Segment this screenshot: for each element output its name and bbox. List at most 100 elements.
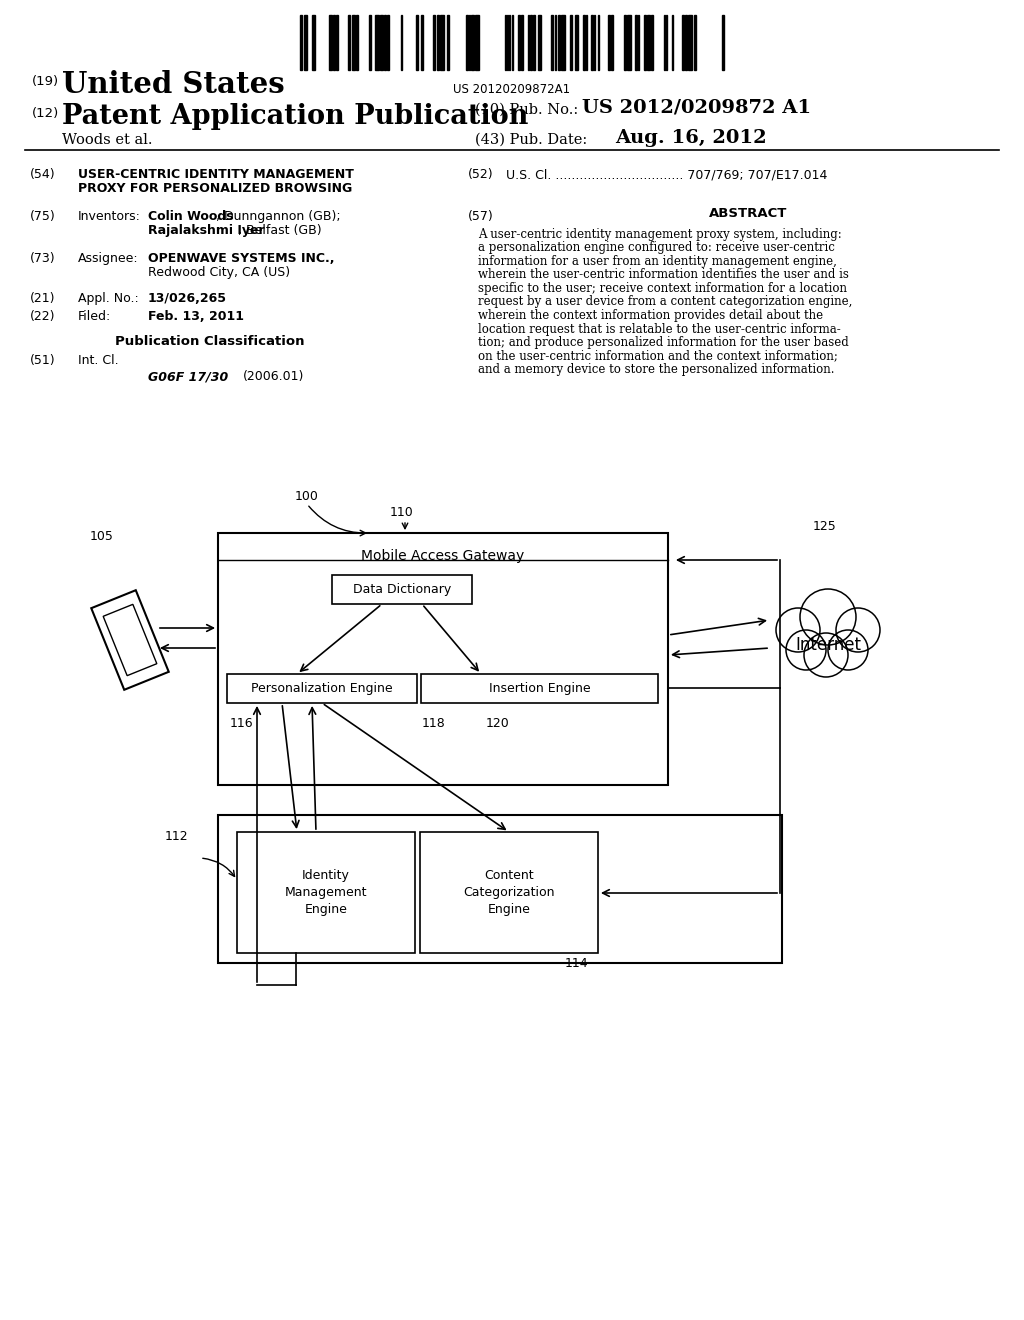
Text: Colin Woods: Colin Woods: [148, 210, 233, 223]
Text: (73): (73): [30, 252, 55, 265]
Text: (54): (54): [30, 168, 55, 181]
Text: (2006.01): (2006.01): [243, 370, 304, 383]
Bar: [627, 15, 631, 70]
Bar: [471, 15, 474, 70]
Bar: [329, 15, 332, 70]
Bar: [688, 15, 692, 70]
Bar: [647, 15, 650, 70]
Polygon shape: [91, 590, 169, 690]
Circle shape: [836, 609, 880, 652]
Bar: [384, 15, 386, 70]
Text: US 2012/0209872 A1: US 2012/0209872 A1: [582, 99, 811, 117]
Text: 125: 125: [813, 520, 837, 533]
Bar: [611, 15, 613, 70]
Text: Identity
Management
Engine: Identity Management Engine: [285, 869, 368, 916]
Bar: [608, 15, 610, 70]
Circle shape: [786, 630, 826, 671]
Bar: [694, 15, 696, 70]
Text: Personalization Engine: Personalization Engine: [251, 682, 393, 696]
Text: 13/026,265: 13/026,265: [148, 292, 227, 305]
Text: Rajalakshmi Iyer: Rajalakshmi Iyer: [148, 224, 264, 238]
Text: a personalization engine configured to: receive user-centric: a personalization engine configured to: …: [478, 242, 835, 255]
Text: G06F 17/30: G06F 17/30: [148, 370, 228, 383]
Text: 105: 105: [90, 531, 114, 543]
Bar: [218, 533, 668, 785]
Text: 116: 116: [230, 717, 254, 730]
Text: wherein the context information provides detail about the: wherein the context information provides…: [478, 309, 823, 322]
Bar: [369, 15, 371, 70]
Circle shape: [804, 634, 848, 677]
Bar: [591, 15, 593, 70]
Text: Insertion Engine: Insertion Engine: [488, 682, 590, 696]
Bar: [551, 15, 553, 70]
Circle shape: [800, 589, 856, 645]
Text: United States: United States: [62, 70, 285, 99]
Bar: [518, 15, 520, 70]
Bar: [387, 15, 389, 70]
Bar: [356, 15, 358, 70]
Text: Data Dictionary: Data Dictionary: [353, 583, 452, 597]
Text: Appl. No.:: Appl. No.:: [78, 292, 138, 305]
Bar: [530, 15, 532, 70]
Bar: [437, 15, 439, 70]
Text: OPENWAVE SYSTEMS INC.,: OPENWAVE SYSTEMS INC.,: [148, 252, 335, 265]
Bar: [575, 15, 578, 70]
Text: Mobile Access Gateway: Mobile Access Gateway: [361, 549, 524, 564]
Bar: [534, 15, 535, 70]
Circle shape: [776, 609, 820, 652]
Bar: [475, 15, 479, 70]
Bar: [682, 15, 684, 70]
Bar: [538, 15, 541, 70]
Text: (52): (52): [468, 168, 494, 181]
Text: (12): (12): [32, 107, 59, 120]
Text: Feb. 13, 2011: Feb. 13, 2011: [148, 310, 244, 323]
Text: Patent Application Publication: Patent Application Publication: [62, 103, 528, 129]
Bar: [416, 15, 418, 70]
Text: U.S. Cl. ................................ 707/769; 707/E17.014: U.S. Cl. ...............................…: [506, 168, 827, 181]
Text: on the user-centric information and the context information;: on the user-centric information and the …: [478, 350, 838, 363]
Bar: [380, 15, 383, 70]
Bar: [466, 15, 468, 70]
Bar: [304, 15, 307, 70]
Text: request by a user device from a content categorization engine,: request by a user device from a content …: [478, 296, 852, 309]
Bar: [421, 15, 423, 70]
Bar: [447, 15, 449, 70]
Bar: [300, 15, 302, 70]
Circle shape: [773, 579, 883, 690]
Bar: [227, 675, 417, 704]
Text: , Dunngannon (GB);: , Dunngannon (GB);: [216, 210, 341, 223]
Text: (22): (22): [30, 310, 55, 323]
Text: Publication Classification: Publication Classification: [116, 335, 305, 348]
Text: USER-CENTRIC IDENTITY MANAGEMENT: USER-CENTRIC IDENTITY MANAGEMENT: [78, 168, 354, 181]
Bar: [312, 15, 315, 70]
Text: 110: 110: [390, 506, 414, 519]
Text: (10) Pub. No.:: (10) Pub. No.:: [475, 103, 579, 117]
Bar: [644, 15, 646, 70]
Bar: [685, 15, 687, 70]
Bar: [218, 814, 782, 964]
Text: specific to the user; receive context information for a location: specific to the user; receive context in…: [478, 282, 847, 294]
Text: Internet: Internet: [795, 636, 861, 653]
Text: location request that is relatable to the user-centric informa-: location request that is relatable to th…: [478, 322, 841, 335]
Text: Int. Cl.: Int. Cl.: [78, 354, 119, 367]
Text: 100: 100: [295, 490, 318, 503]
Text: Woods et al.: Woods et al.: [62, 133, 153, 147]
Text: PROXY FOR PERSONALIZED BROWSING: PROXY FOR PERSONALIZED BROWSING: [78, 182, 352, 195]
Bar: [521, 15, 523, 70]
Bar: [558, 15, 560, 70]
Bar: [433, 15, 435, 70]
Bar: [635, 15, 637, 70]
Text: A user-centric identity management proxy system, including:: A user-centric identity management proxy…: [478, 228, 842, 242]
Bar: [420, 832, 598, 953]
Text: US 20120209872A1: US 20120209872A1: [454, 83, 570, 96]
Text: (75): (75): [30, 210, 55, 223]
Text: Filed:: Filed:: [78, 310, 112, 323]
Circle shape: [828, 630, 868, 671]
Text: (57): (57): [468, 210, 494, 223]
Text: 120: 120: [486, 717, 510, 730]
Text: Assignee:: Assignee:: [78, 252, 138, 265]
Bar: [651, 15, 653, 70]
Text: and a memory device to store the personalized information.: and a memory device to store the persona…: [478, 363, 835, 376]
Bar: [583, 15, 585, 70]
Text: (21): (21): [30, 292, 55, 305]
